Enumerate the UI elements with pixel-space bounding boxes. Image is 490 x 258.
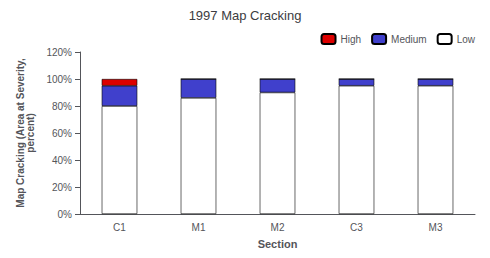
svg-text:1997 Map Cracking: 1997 Map Cracking [189,8,302,23]
svg-text:Medium: Medium [391,34,427,45]
svg-text:M3: M3 [429,222,443,233]
svg-text:Map Cracking (Area at Severity: Map Cracking (Area at Severity, [15,58,26,208]
svg-text:Section: Section [258,238,298,250]
svg-text:Low: Low [457,34,476,45]
svg-text:High: High [341,34,362,45]
svg-text:percent): percent) [25,113,36,152]
svg-text:M1: M1 [192,222,206,233]
svg-text:80%: 80% [52,101,72,112]
svg-text:M2: M2 [271,222,285,233]
svg-text:60%: 60% [52,128,72,139]
svg-text:20%: 20% [52,182,72,193]
svg-text:100%: 100% [46,74,72,85]
svg-text:120%: 120% [46,47,72,58]
svg-text:C3: C3 [350,222,363,233]
svg-text:40%: 40% [52,155,72,166]
svg-text:C1: C1 [113,222,126,233]
svg-text:0%: 0% [58,209,73,220]
